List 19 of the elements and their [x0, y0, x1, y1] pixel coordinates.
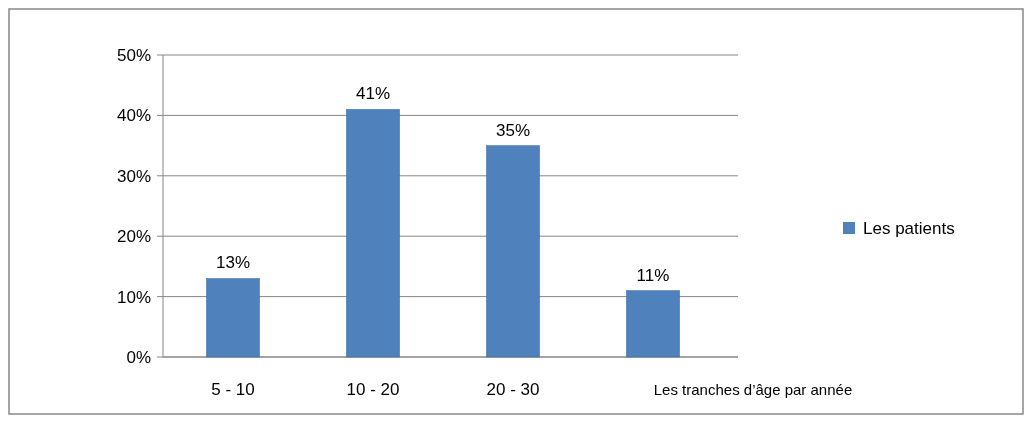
- text: 41%: [355, 84, 391, 104]
- text: 11%: [636, 265, 670, 285]
- x-tick-label: 20 - 30: [486, 380, 540, 399]
- text: 35%: [495, 120, 531, 140]
- bar: [626, 290, 680, 358]
- x-tick-label: 10 - 20: [346, 380, 400, 399]
- y-tick-label: 40%: [116, 106, 151, 126]
- bar: [206, 278, 260, 358]
- y-tick-label: 50%: [116, 45, 151, 65]
- y-tick-label: 20%: [116, 227, 151, 247]
- bar: [486, 145, 540, 358]
- bar: [346, 109, 400, 358]
- y-tick-label: 10%: [116, 287, 151, 307]
- x-axis-title: Les tranches d’âge par année: [653, 381, 853, 398]
- text: 13%: [215, 253, 251, 273]
- y-tick-label: 30%: [116, 166, 151, 186]
- y-tick-label: 0%: [126, 347, 151, 367]
- legend-label: Les patients: [863, 218, 955, 238]
- x-tick-label: 5 - 10: [211, 380, 255, 399]
